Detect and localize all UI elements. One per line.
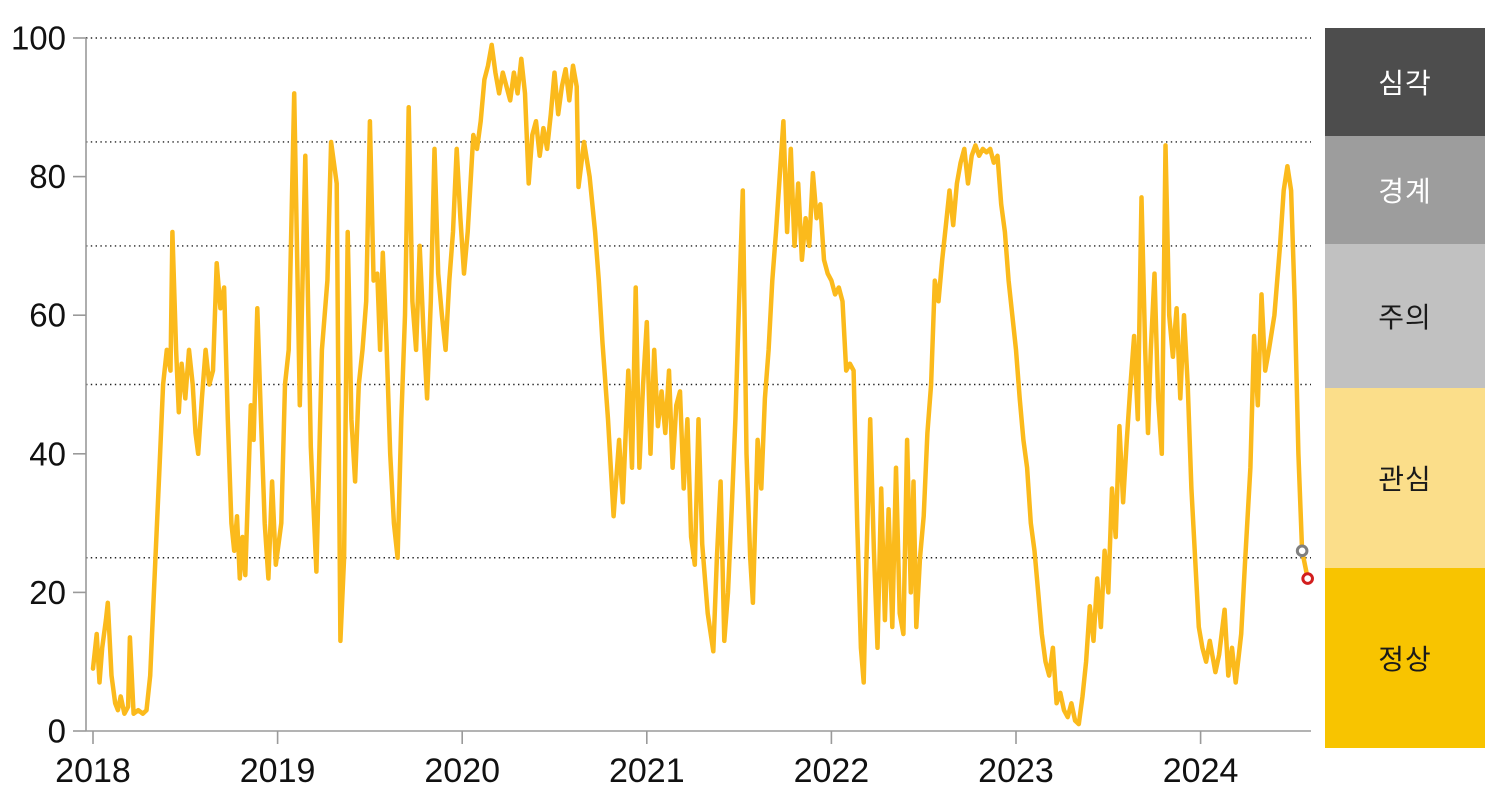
y-tick-label-0: 0 — [48, 713, 66, 750]
y-tick-label-100: 100 — [11, 20, 66, 57]
previous-point-marker — [1295, 544, 1309, 558]
x-tick-label-2019: 2019 — [240, 752, 316, 790]
x-tick-label-2018: 2018 — [55, 752, 131, 790]
index-line-series — [90, 42, 1310, 727]
legend-label-severe: 심각 — [1378, 68, 1432, 99]
x-tick-label-2020: 2020 — [424, 752, 500, 790]
legend-band-caution: 주의 — [1325, 244, 1485, 388]
legend-band-attention: 관심 — [1325, 388, 1485, 568]
legend-band-severe: 심각 — [1325, 28, 1485, 136]
y-tick-label-60: 60 — [29, 297, 66, 334]
severity-legend: 심각 경계 주의 관심 정상 — [1325, 28, 1485, 748]
legend-label-alert: 경계 — [1378, 176, 1432, 207]
x-tick-label-2023: 2023 — [978, 752, 1054, 790]
legend-band-alert: 경계 — [1325, 136, 1485, 244]
y-tick-label-20: 20 — [29, 574, 66, 611]
legend-label-attention: 관심 — [1378, 464, 1432, 495]
x-tick-label-2022: 2022 — [794, 752, 870, 790]
x-tick-label-2024: 2024 — [1163, 752, 1239, 790]
y-tick-label-80: 80 — [29, 158, 66, 195]
legend-label-normal: 정상 — [1378, 644, 1432, 675]
y-tick-label-40: 40 — [29, 435, 66, 472]
latest-point-marker — [1301, 572, 1314, 585]
legend-band-normal: 정상 — [1325, 568, 1485, 748]
x-tick-label-2021: 2021 — [609, 752, 685, 790]
legend-label-caution: 주의 — [1378, 302, 1432, 333]
